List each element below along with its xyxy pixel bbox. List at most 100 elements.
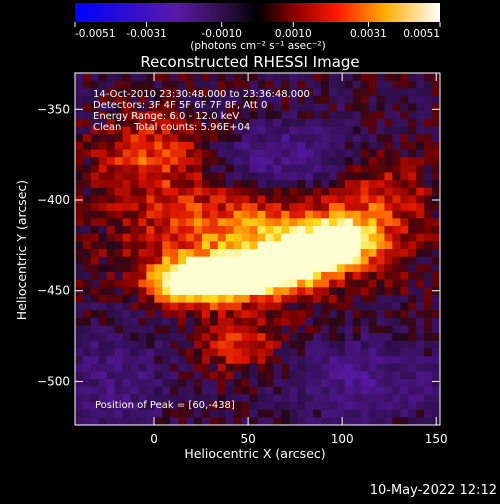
heatmap-cell [305,141,314,151]
heatmap-cell [392,279,401,288]
heatmap-cell [328,187,338,196]
heatmap-cell [432,302,441,311]
heatmap-cell [178,187,187,196]
colorbar-units: (photons cm⁻² s⁻¹ asec⁻²) [190,40,325,52]
heatmap-cell [416,310,425,319]
heatmap-cell [130,157,139,166]
heatmap-cell [305,203,314,212]
heatmap-cell [209,157,219,166]
heatmap-cell [392,325,401,334]
heatmap-cell [98,287,108,296]
heatmap-cell [98,88,108,97]
heatmap-cell [273,271,282,281]
heatmap-cell [328,325,338,334]
heatmap-cell [201,394,211,403]
heatmap-cell [273,118,282,128]
heatmap-cell [273,172,282,181]
heatmap-cell [162,164,171,173]
heatmap-cell [432,294,441,304]
heatmap-cell [376,187,385,196]
heatmap-cell [416,134,425,143]
heatmap-cell [408,241,417,250]
heatmap-cell [297,379,306,388]
heatmap-cell [305,348,314,357]
heatmap-cell [392,394,401,403]
heatmap-cell [408,164,417,173]
heatmap-cell [170,172,179,181]
heatmap-cell [352,348,362,357]
heatmap-cell [98,249,108,258]
heatmap-cell [75,256,84,265]
heatmap-cell [106,157,116,166]
heatmap-cell [424,172,433,181]
heatmap-cell [106,134,116,143]
heatmap-cell [249,111,258,120]
heatmap-cell [416,126,425,135]
heatmap-cell [313,149,322,158]
heatmap-cell [265,88,274,97]
heatmap-cell [400,279,409,288]
heatmap-cell [392,241,401,250]
heatmap-cell [122,279,132,288]
heatmap-cell [273,180,282,189]
heatmap-cell [241,118,251,128]
heatmap-cell [432,271,441,281]
heatmap-cell [122,149,132,158]
heatmap-cell [186,88,195,97]
heatmap-cell [424,126,433,135]
heatmap-cell [178,164,187,173]
heatmap-cell [130,126,139,135]
heatmap-cell [360,210,370,219]
heatmap-cell [320,363,330,372]
heatmap-cell [344,333,354,342]
heatmap-cell [416,111,425,120]
heatmap-cell [320,195,330,204]
heatmap-cell [416,249,425,258]
heatmap-cell [313,271,322,281]
heatmap-cell [344,386,354,395]
heatmap-cell [289,172,298,181]
heatmap-cell [90,249,100,258]
heatmap-cell [265,333,274,342]
heatmap-cell [75,149,84,158]
heatmap-cell [114,356,124,365]
heatmap-cell [352,172,362,181]
heatmap-cell [360,241,370,250]
heatmap-cell [344,134,354,143]
heatmap-cell [201,164,211,173]
heatmap-cell [233,80,243,89]
heatmap-cell [384,249,393,258]
heatmap-cell [162,103,171,112]
heatmap-cell [186,172,195,181]
x-tick-label: 50 [240,432,255,446]
heatmap-cell [313,126,322,135]
heatmap-cell [241,141,251,151]
heatmap-cell [352,379,362,388]
heatmap-cell [320,203,330,212]
heatmap-cell [130,233,139,242]
heatmap-cell [106,141,116,151]
heatmap-cell [162,157,171,166]
heatmap-cell [201,325,211,334]
heatmap-cell [416,271,425,281]
heatmap-cell [257,409,266,418]
heatmap-cell [82,333,92,342]
heatmap-cell [273,195,282,204]
heatmap-cell [217,371,227,380]
heatmap-cell [305,172,314,181]
heatmap-cell [122,271,132,281]
heatmap-cell [209,118,219,128]
heatmap-cell [122,111,132,120]
heatmap-cell [98,333,108,342]
heatmap-cell [201,141,211,151]
heatmap-cell [368,302,378,311]
heatmap-cell [138,264,147,273]
heatmap-cell [146,118,155,128]
heatmap-cell [352,417,362,426]
heatmap-cell [225,317,235,327]
heatmap-cell [408,394,417,403]
heatmap-cell [241,88,251,97]
heatmap-cell [194,249,203,258]
heatmap-cell [313,80,322,89]
heatmap-cell [281,409,290,418]
